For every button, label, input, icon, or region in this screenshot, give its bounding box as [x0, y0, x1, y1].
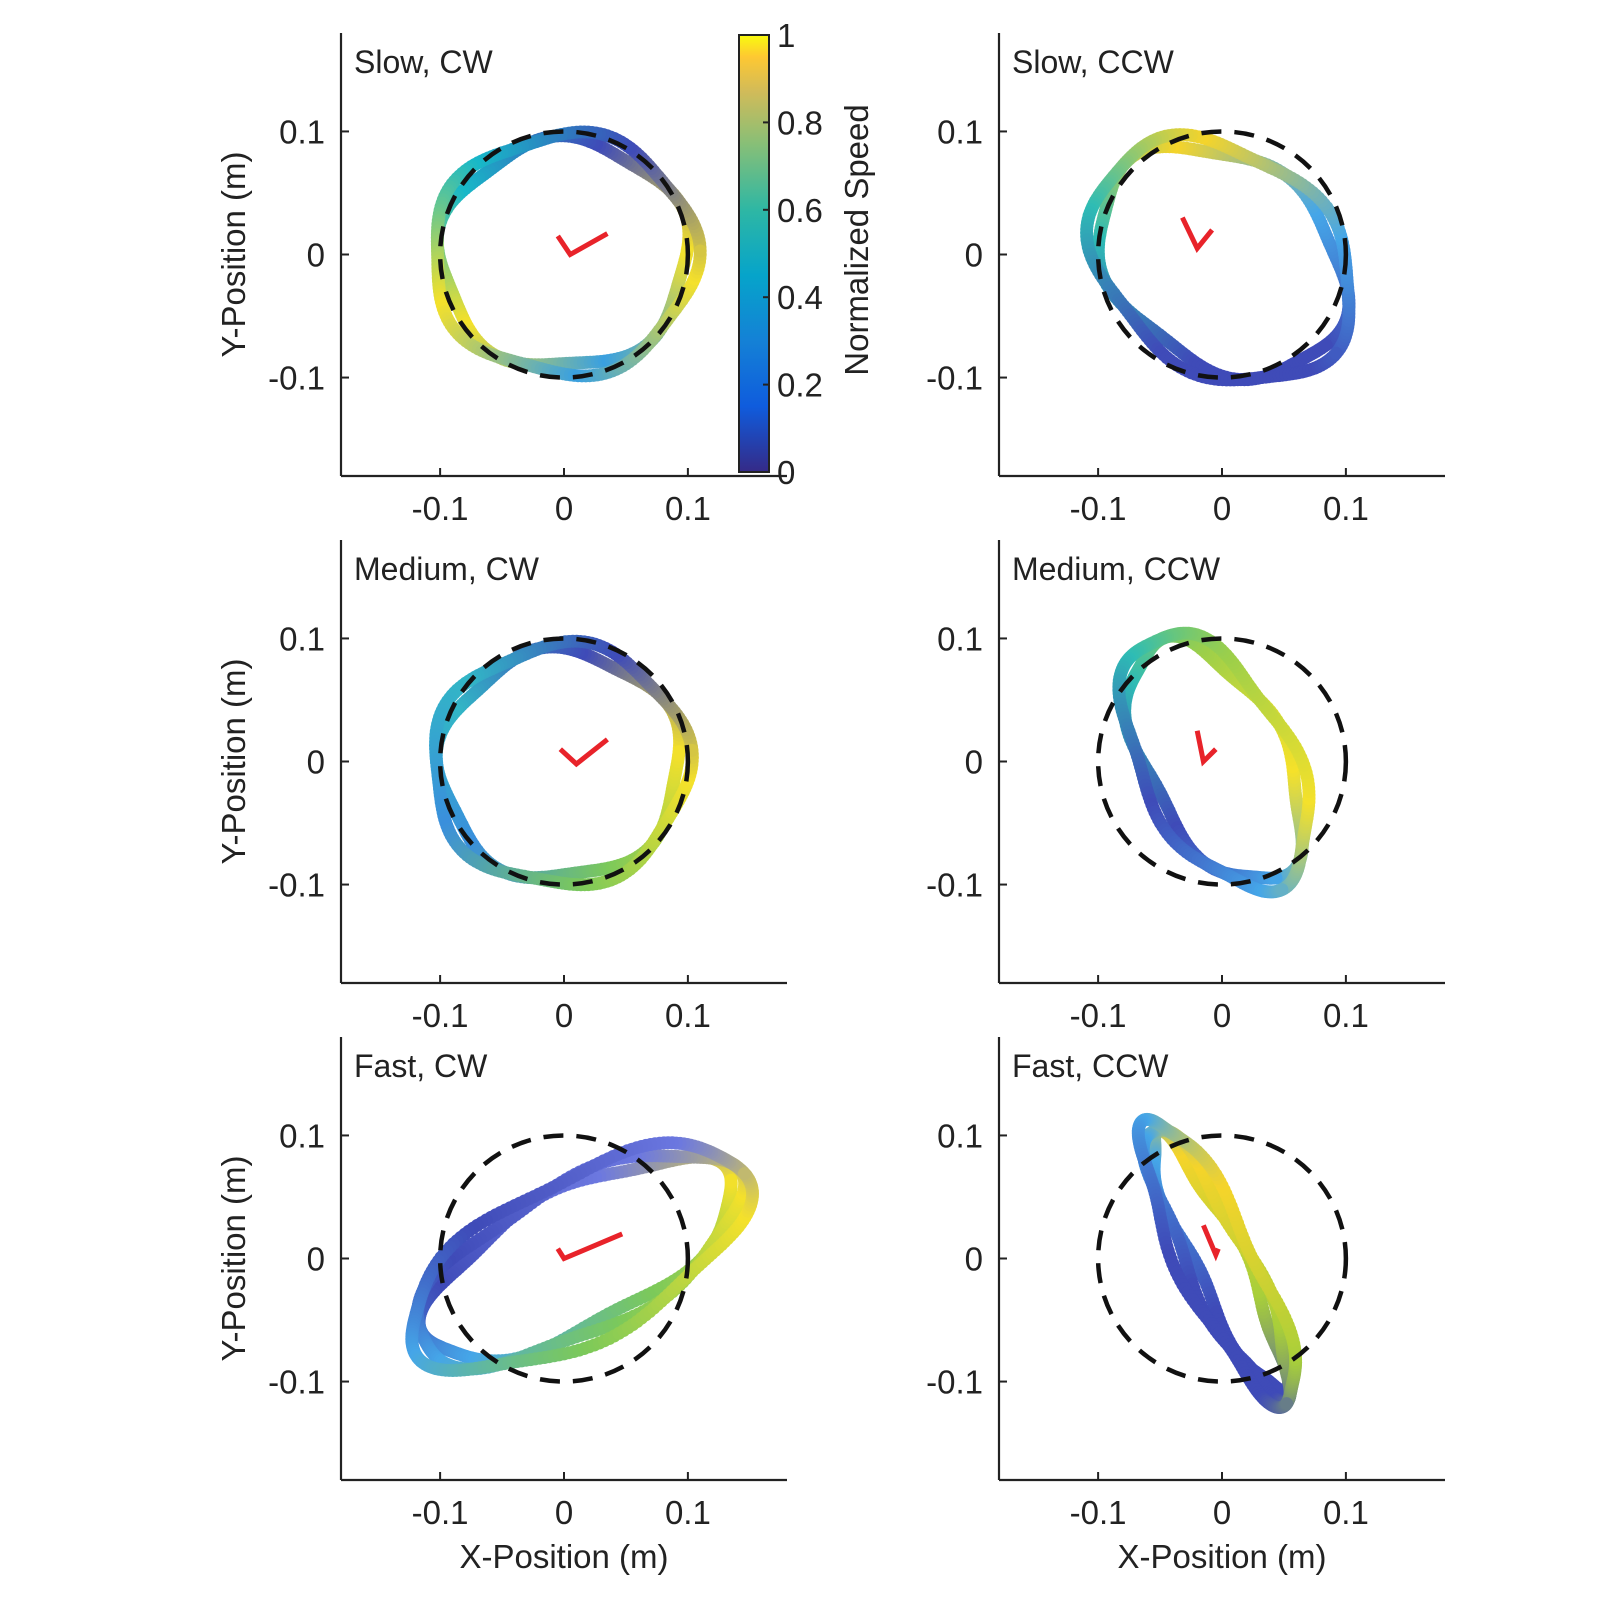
x-tick-label: 0.1 — [1323, 997, 1369, 1034]
x-tick-label: -0.1 — [412, 997, 469, 1034]
panel-4: -0.1 0 0.1 0.1 0 -0.1 Medium, CCW — [926, 540, 1445, 1034]
y-tick-label: 0.1 — [937, 113, 983, 150]
trajectory-point — [724, 1173, 738, 1187]
x-tick-label: 0.1 — [665, 490, 711, 527]
colorbar-tick-label: 0.2 — [777, 367, 823, 404]
panel-5: -0.1 0 0.1 0.1 0 -0.1 Y-Position (m) X-Position… — [215, 1037, 787, 1575]
y-tick-label: 0 — [965, 1241, 983, 1278]
x-tick-label: 0 — [1213, 490, 1231, 527]
colorbar-tick-label: 1 — [777, 17, 795, 54]
panel-3: -0.1 0 0.1 0.1 0 -0.1 Y-Position (m) Medium, CW — [215, 540, 787, 1034]
trajectory-point — [1329, 346, 1343, 360]
x-tick-label: -0.1 — [1070, 997, 1127, 1034]
y-tick-label: 0.1 — [937, 1117, 983, 1154]
y-axis-label: Y-Position (m) — [215, 151, 252, 357]
arm-marker — [1180, 216, 1215, 253]
colorbar-label: Normalized Speed — [838, 104, 875, 375]
x-tick-label: 0 — [555, 490, 573, 527]
trajectory — [429, 634, 699, 892]
x-tick-label: -0.1 — [412, 1494, 469, 1531]
y-tick-label: 0.1 — [279, 1117, 325, 1154]
x-tick-label: 0.1 — [1323, 1494, 1369, 1531]
panel-title: Medium, CW — [354, 551, 540, 587]
panel-title: Slow, CCW — [1012, 44, 1175, 80]
target-circle — [1095, 1133, 1349, 1384]
y-tick-label: -0.1 — [926, 360, 983, 397]
x-tick-label: 0.1 — [665, 997, 711, 1034]
panels-group: -0.1 0 0.10.10-0.1Y-Position (m)Slow, CW-0… — [215, 33, 1445, 1575]
target-circle — [437, 1133, 691, 1384]
colorbar-tick-label: 0.8 — [777, 104, 823, 141]
trajectory — [1131, 1112, 1303, 1414]
panel-title: Medium, CCW — [1012, 551, 1221, 587]
target-circle — [1095, 129, 1349, 380]
y-tick-label: -0.1 — [268, 867, 325, 904]
y-tick-label: -0.1 — [268, 1364, 325, 1401]
trajectory-point — [738, 1167, 751, 1181]
x-tick-label: 0.1 — [1323, 490, 1369, 527]
panel-1: -0.1 0 0.1 0.1 0 -0.1 Y-Position (m) Slow, CW — [215, 33, 787, 527]
y-tick-label: -0.1 — [268, 360, 325, 397]
arm-marker — [558, 737, 609, 768]
y-tick-label: 0 — [965, 744, 983, 781]
x-tick-label: 0 — [555, 997, 573, 1034]
panel-title: Slow, CW — [354, 44, 493, 80]
x-tick-label: -0.1 — [412, 490, 469, 527]
trajectory-point — [1280, 1397, 1294, 1411]
arm-marker — [1201, 1224, 1221, 1262]
x-tick-label: 0 — [555, 1494, 573, 1531]
target-circle — [437, 129, 691, 380]
y-tick-label: 0 — [307, 744, 325, 781]
arm-marker — [555, 231, 609, 258]
trajectory-point — [693, 244, 707, 258]
colorbar: 0 0.2 0.4 0.6 0.8 1 Normalized Speed — [738, 17, 875, 491]
colorbar-ticks: 0 0.2 0.4 0.6 0.8 1 — [763, 17, 823, 491]
trajectory-point — [672, 745, 686, 759]
colorbar-tick-label: 0.4 — [777, 279, 823, 316]
panel-title: Fast, CCW — [1012, 1048, 1169, 1084]
y-axis-label: Y-Position (m) — [215, 658, 252, 864]
trajectory — [405, 1136, 759, 1377]
y-tick-label: 0.1 — [279, 113, 325, 150]
y-tick-label: 0.1 — [937, 620, 983, 657]
y-tick-label: -0.1 — [926, 867, 983, 904]
colorbar-gradient — [738, 34, 770, 473]
target-circle — [1095, 636, 1349, 887]
trajectory-point — [1319, 338, 1333, 352]
colorbar-tick-label: 0.6 — [777, 192, 823, 229]
x-tick-label: -0.1 — [1070, 490, 1127, 527]
y-axis-label: Y-Position (m) — [215, 1155, 252, 1361]
x-axis-label: X-Position (m) — [1117, 1538, 1326, 1575]
panel-6: -0.1 0 0.1 0.1 0 -0.1 X-Position (m) Fast, CCW — [926, 1037, 1445, 1575]
trajectory — [1080, 128, 1356, 387]
y-tick-label: 0.1 — [279, 620, 325, 657]
arm-marker — [555, 1231, 624, 1262]
x-tick-label: 0 — [1213, 997, 1231, 1034]
panel-title: Fast, CW — [354, 1048, 488, 1084]
x-axis-label: X-Position (m) — [459, 1538, 668, 1575]
panel-2: -0.1 0 0.1 0.1 0 -0.1 Slow, CCW — [926, 33, 1445, 527]
y-tick-label: 0 — [307, 1241, 325, 1278]
target-circle — [437, 636, 691, 887]
x-tick-label: 0 — [1213, 1494, 1231, 1531]
colorbar-tick-label: 0 — [777, 454, 795, 491]
y-tick-label: 0 — [307, 237, 325, 274]
trajectory-point — [1275, 883, 1289, 897]
y-tick-label: -0.1 — [926, 1364, 983, 1401]
y-tick-label: 0 — [965, 237, 983, 274]
x-tick-label: -0.1 — [1070, 1494, 1127, 1531]
arm-marker — [1194, 730, 1218, 767]
x-tick-label: 0.1 — [665, 1494, 711, 1531]
